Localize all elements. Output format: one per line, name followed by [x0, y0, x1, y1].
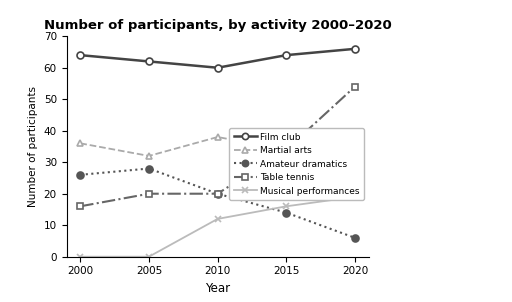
Amateur dramatics [215, 192, 221, 195]
Amateur dramatics [283, 211, 289, 214]
Musical performances [77, 255, 83, 259]
Martial arts [77, 142, 83, 145]
Y-axis label: Number of participants: Number of participants [28, 86, 38, 207]
Table tennis [352, 85, 358, 88]
Martial arts [283, 148, 289, 151]
Amateur dramatics [146, 167, 152, 170]
Musical performances [146, 255, 152, 259]
Amateur dramatics [352, 236, 358, 239]
Musical performances [283, 204, 289, 208]
Line: Table tennis: Table tennis [77, 83, 358, 210]
Line: Amateur dramatics: Amateur dramatics [77, 165, 358, 241]
Film club [283, 53, 289, 57]
Table tennis [283, 148, 289, 151]
Title: Number of participants, by activity 2000–2020: Number of participants, by activity 2000… [44, 19, 392, 32]
Martial arts [215, 135, 221, 139]
Table tennis [146, 192, 152, 195]
Martial arts [146, 154, 152, 158]
Line: Film club: Film club [77, 45, 358, 71]
Line: Musical performances: Musical performances [77, 193, 358, 260]
Line: Martial arts: Martial arts [77, 133, 358, 159]
Table tennis [215, 192, 221, 195]
Musical performances [352, 195, 358, 199]
Film club [77, 53, 83, 57]
Amateur dramatics [77, 173, 83, 177]
Legend: Film club, Martial arts, Amateur dramatics, Table tennis, Musical performances: Film club, Martial arts, Amateur dramati… [229, 128, 364, 200]
Film club [215, 66, 221, 69]
Table tennis [77, 204, 83, 208]
X-axis label: Year: Year [205, 282, 230, 295]
Musical performances [215, 217, 221, 221]
Film club [352, 47, 358, 51]
Martial arts [352, 142, 358, 145]
Film club [146, 59, 152, 63]
